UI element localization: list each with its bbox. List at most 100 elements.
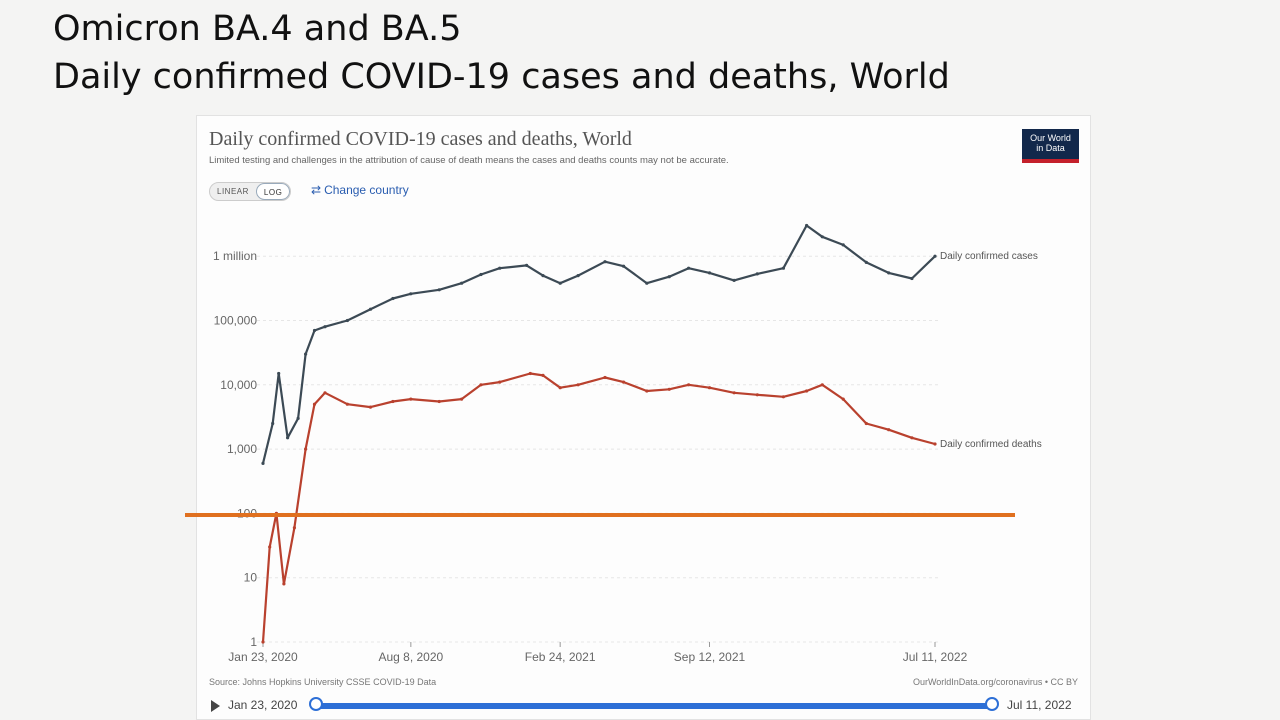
data-point-deaths (391, 399, 395, 404)
series-label-deaths: Daily confirmed deaths (940, 439, 1042, 450)
data-point-cases (345, 318, 349, 323)
data-point-deaths (323, 391, 327, 395)
change-country-label: Change country (324, 183, 409, 197)
chart-license-link[interactable]: OurWorldInData.org/coronavirus • CC BY (912, 677, 1078, 687)
data-point-deaths (312, 402, 317, 406)
series-label-cases: Daily confirmed cases (940, 251, 1038, 262)
data-point-deaths (732, 391, 736, 395)
slide-title-line-1: Omicron BA.4 and BA.5 (53, 9, 462, 49)
slide-title-line-2: Daily confirmed COVID-19 cases and death… (53, 56, 950, 97)
data-point-cases (479, 272, 483, 277)
y-tick-label: 1 million (213, 249, 257, 263)
data-point-cases (910, 276, 914, 281)
data-point-deaths (541, 373, 545, 377)
data-point-deaths (345, 402, 349, 406)
x-tick-label: Jul 11, 2022 (903, 650, 968, 664)
data-point-deaths (409, 397, 413, 401)
data-point-deaths (460, 397, 464, 401)
owid-logo-line-1: Our World (1030, 133, 1071, 143)
data-point-deaths (479, 383, 483, 387)
data-point-cases (820, 235, 824, 239)
series-line-deaths (261, 372, 936, 643)
data-point-deaths (558, 386, 562, 390)
data-point-cases (841, 243, 845, 247)
timeline-start-handle[interactable] (309, 697, 323, 711)
data-point-cases (437, 288, 441, 292)
data-point-deaths (622, 380, 626, 384)
data-point-deaths (645, 389, 649, 393)
data-point-cases (732, 278, 736, 282)
data-point-deaths (368, 405, 373, 409)
data-point-cases (304, 352, 308, 356)
annotation-line (185, 513, 1015, 517)
timeline-end-label: Jul 11, 2022 (1007, 698, 1072, 712)
data-point-deaths (781, 395, 786, 399)
timeline-end-handle[interactable] (985, 697, 999, 711)
data-point-cases (603, 260, 607, 264)
data-point-cases (558, 281, 562, 285)
data-point-cases (525, 263, 529, 267)
x-tick-label: Jan 23, 2020 (228, 650, 298, 664)
data-point-deaths (864, 421, 868, 426)
chart-source: Source: Johns Hopkins University CSSE CO… (209, 677, 437, 687)
data-point-cases (368, 307, 373, 311)
data-point-deaths (282, 582, 286, 586)
y-tick-label: 10 (244, 571, 258, 585)
data-point-cases (687, 266, 691, 270)
data-point-cases (622, 264, 626, 268)
y-tick-label: 1,000 (227, 442, 257, 456)
x-tick-label: Aug 8, 2020 (378, 650, 443, 664)
data-point-cases (261, 461, 265, 465)
data-point-cases (277, 371, 281, 376)
data-point-cases (707, 271, 712, 275)
data-point-cases (286, 436, 290, 440)
data-point-deaths (667, 387, 671, 391)
timeline-start-label: Jan 23, 2020 (228, 698, 298, 712)
data-point-deaths (805, 389, 809, 393)
x-tick-label: Sep 12, 2021 (674, 650, 746, 664)
timeline: Jan 23, 2020 Jul 11, 2022 (197, 694, 1092, 718)
data-point-cases (933, 254, 937, 258)
data-point-deaths (576, 383, 580, 387)
scale-log-button[interactable]: LOG (255, 183, 291, 200)
data-point-deaths (707, 386, 712, 390)
data-point-deaths (755, 393, 759, 397)
data-point-cases (887, 271, 891, 275)
data-point-deaths (292, 526, 296, 530)
data-point-cases (645, 281, 649, 285)
data-point-deaths (841, 397, 845, 401)
data-point-cases (755, 272, 759, 276)
data-point-cases (864, 260, 868, 264)
owid-logo-line-2: in Data (1036, 143, 1065, 153)
change-country-button[interactable]: ⇄ Change country (311, 183, 409, 197)
data-point-deaths (268, 545, 272, 549)
data-point-cases (541, 274, 545, 278)
scale-linear-button[interactable]: LINEAR (217, 187, 249, 196)
data-point-deaths (603, 375, 607, 380)
data-point-cases (460, 281, 464, 285)
y-tick-label: 10,000 (220, 378, 257, 392)
data-point-cases (805, 223, 809, 228)
data-point-deaths (528, 371, 532, 376)
chart-subtitle: Limited testing and challenges in the at… (209, 155, 729, 166)
owid-logo[interactable]: Our World in Data (1022, 129, 1079, 163)
data-point-deaths (498, 380, 502, 384)
data-point-cases (667, 275, 671, 279)
timeline-track[interactable] (315, 703, 992, 709)
data-point-cases (498, 266, 502, 270)
data-point-cases (296, 416, 300, 420)
data-point-deaths (910, 436, 914, 440)
data-point-deaths (687, 383, 691, 387)
data-point-cases (323, 325, 327, 329)
chart-title: Daily confirmed COVID-19 cases and death… (209, 128, 632, 150)
y-tick-label: 100,000 (214, 314, 258, 328)
data-point-deaths (304, 447, 308, 451)
play-icon[interactable] (211, 700, 220, 712)
data-point-cases (312, 328, 317, 333)
data-point-deaths (887, 428, 891, 432)
data-point-cases (409, 292, 413, 296)
scale-toggle: LINEAR LOG (209, 182, 292, 201)
data-point-deaths (437, 399, 441, 404)
